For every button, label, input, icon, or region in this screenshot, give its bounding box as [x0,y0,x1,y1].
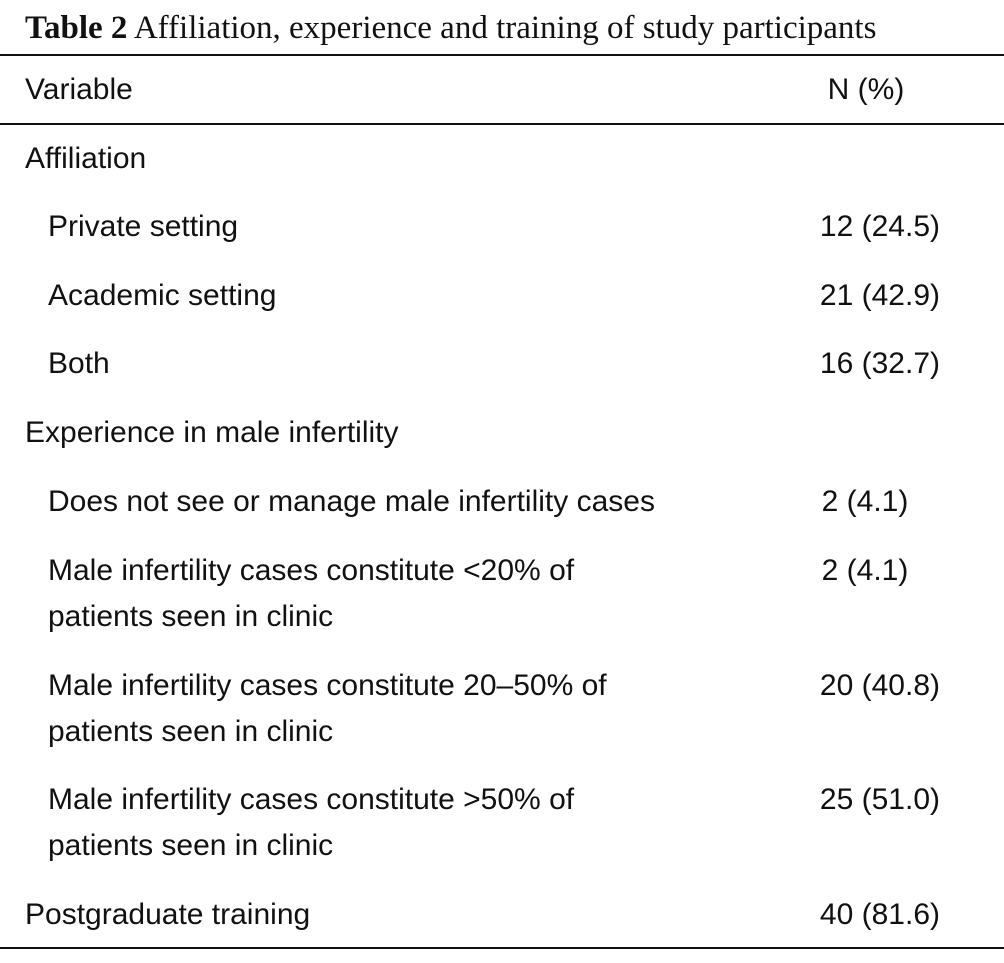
bottom-rule [0,947,1004,949]
header-rule [0,123,1004,125]
row-label-20to50-line1: Male infertility cases constitute 20–50%… [48,669,607,702]
header-variable: Variable [25,73,133,106]
row-label-private-setting: Private setting [48,210,239,243]
row-label-both: Both [48,347,110,380]
row-label-lt20-line1: Male infertility cases constitute <20% o… [48,554,575,587]
top-rule [0,54,1004,56]
row-value-no-male-infertility: 2 (4.1) [821,485,909,518]
table-caption: Table 2 Affiliation, experience and trai… [25,6,876,50]
table-caption-text: Affiliation, experience and training of … [127,10,877,46]
row-label-gt50-line2: patients seen in clinic [48,829,334,862]
row-label-no-male-infertility: Does not see or manage male infertility … [48,485,655,518]
row-value-both: 16 (32.7) [819,347,940,380]
row-value-private-setting: 12 (24.5) [819,210,940,243]
row-value-postgraduate-training: 40 (81.6) [819,898,940,931]
header-n-percent: N (%) [827,73,905,106]
row-label-20to50-line2: patients seen in clinic [48,715,334,748]
table-caption-label: Table 2 [25,10,128,46]
row-label-gt50-line1: Male infertility cases constitute >50% o… [48,783,575,816]
row-value-academic-setting: 21 (42.9) [819,279,940,312]
row-label-postgraduate-training: Postgraduate training [25,898,311,931]
group-label-experience: Experience in male infertility [25,416,399,449]
row-label-lt20-line2: patients seen in clinic [48,600,334,633]
row-label-academic-setting: Academic setting [48,279,277,312]
row-value-gt50: 25 (51.0) [819,783,940,816]
group-label-affiliation: Affiliation [25,142,147,175]
row-value-lt20: 2 (4.1) [821,554,909,587]
row-value-20to50: 20 (40.8) [819,669,940,702]
